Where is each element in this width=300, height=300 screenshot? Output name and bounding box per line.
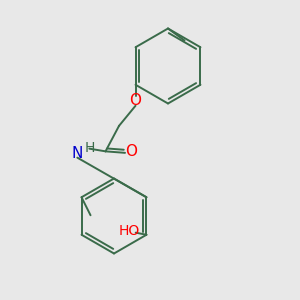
Text: O: O: [126, 144, 138, 159]
Text: O: O: [130, 93, 142, 108]
Text: H: H: [84, 141, 94, 155]
Text: HO: HO: [118, 224, 140, 238]
Text: N: N: [72, 146, 83, 160]
